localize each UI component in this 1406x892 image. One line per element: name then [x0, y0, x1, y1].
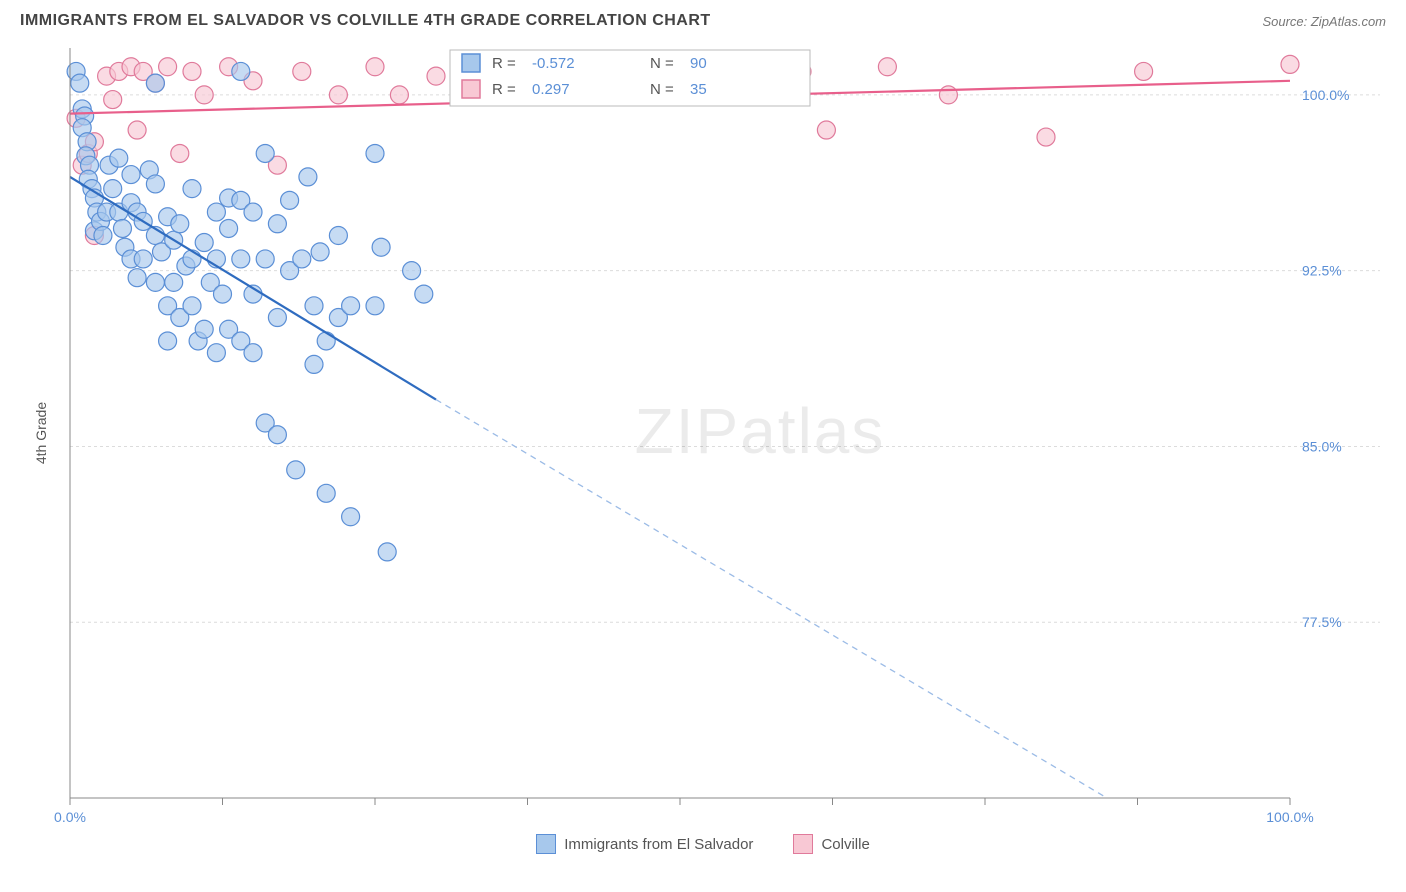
svg-text:35: 35	[690, 81, 707, 98]
y-axis-label: 4th Grade	[33, 402, 49, 464]
chart-header: IMMIGRANTS FROM EL SALVADOR VS COLVILLE …	[0, 0, 1406, 38]
source-attribution: Source: ZipAtlas.com	[1262, 14, 1386, 29]
svg-text:N =: N =	[650, 81, 674, 98]
legend-item-colville: Colville	[793, 834, 869, 854]
svg-text:90: 90	[690, 55, 707, 72]
svg-text:-0.572: -0.572	[532, 55, 575, 72]
legend-label: Colville	[821, 836, 869, 853]
legend-label: Immigrants from El Salvador	[564, 836, 753, 853]
svg-text:ZIPatlas: ZIPatlas	[635, 395, 886, 467]
chart-title: IMMIGRANTS FROM EL SALVADOR VS COLVILLE …	[20, 12, 711, 30]
svg-text:100.0%: 100.0%	[1266, 809, 1313, 825]
svg-text:85.0%: 85.0%	[1302, 438, 1342, 454]
svg-text:N =: N =	[650, 55, 674, 72]
svg-text:77.5%: 77.5%	[1302, 614, 1342, 630]
legend-swatch-icon	[793, 834, 813, 854]
svg-text:92.5%: 92.5%	[1302, 263, 1342, 279]
svg-text:0.297: 0.297	[532, 81, 570, 98]
legend-swatch-icon	[536, 834, 556, 854]
svg-text:100.0%: 100.0%	[1302, 87, 1349, 103]
correlation-scatter-chart: 77.5% 85.0% 92.5% 100.0% ZIPatlas 0.0% 100.0% R…	[20, 38, 1386, 828]
svg-text:0.0%: 0.0%	[54, 809, 86, 825]
legend-bottom: Immigrants from El Salvador Colville	[0, 834, 1406, 854]
legend-item-el-salvador: Immigrants from El Salvador	[536, 834, 753, 854]
chart-area: 4th Grade 77.5% 85.0% 92.5% 100.0% ZIPatlas 0…	[20, 38, 1386, 828]
svg-text:R =: R =	[492, 55, 516, 72]
svg-text:R =: R =	[492, 81, 516, 98]
